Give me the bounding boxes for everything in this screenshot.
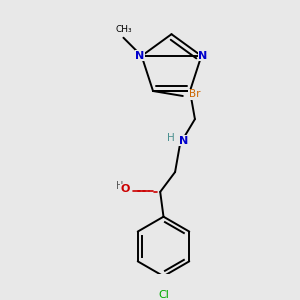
Text: Br: Br [189, 89, 200, 99]
Text: N: N [135, 51, 145, 61]
Text: H: H [116, 181, 123, 191]
Text: Cl: Cl [158, 290, 169, 300]
Text: O: O [121, 184, 130, 194]
Text: N: N [179, 136, 188, 146]
Text: N: N [198, 51, 208, 61]
Text: CH₃: CH₃ [115, 25, 132, 34]
Text: H: H [167, 133, 175, 143]
